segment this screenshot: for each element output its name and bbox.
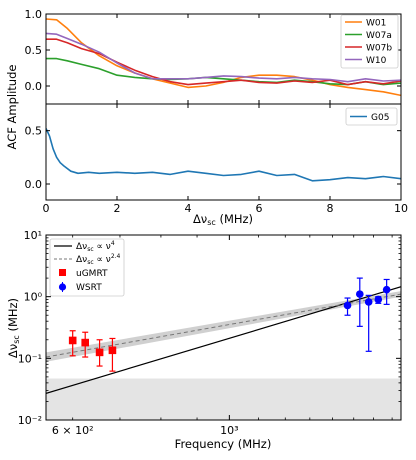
- bottom-x-axis: 6 × 10² 10³: [52, 235, 393, 437]
- fit-line-nu-4: [46, 286, 401, 394]
- bottom-panel: 10¹ 10⁰ 10⁻¹ 10⁻² 6 × 10² 10³ Δνsc ∝ ν4 Δνsc…: [18, 229, 402, 437]
- middle-panel-frame: [45, 103, 402, 201]
- middle-plot-area: [46, 128, 401, 182]
- legend-label-w10: W10: [366, 56, 387, 66]
- data-point-wsrt: [382, 285, 391, 294]
- series-line-w07b: [46, 38, 401, 86]
- legend-label-nu24: Δνsc ∝ ν2.4: [76, 253, 121, 266]
- y-tick-label: 0.0: [25, 178, 43, 191]
- top-plot-area: [46, 18, 401, 97]
- bottom-panel-frame: [45, 234, 402, 421]
- legend-label-nu4: Δνsc ∝ ν4: [76, 240, 115, 253]
- y-tick-label: 10⁰: [24, 291, 43, 304]
- data-point-wsrt: [355, 290, 364, 298]
- legend-label-w01: W01: [366, 19, 386, 29]
- legend-label-w07a: W07a: [366, 31, 392, 41]
- top-panel: 1.0 0.5 0.0 W01 W07a W07b W10: [25, 8, 402, 105]
- series-line-w01: [46, 18, 401, 97]
- x-tick-label: 10: [394, 202, 408, 215]
- data-point-wsrt: [364, 298, 373, 306]
- legend-ugmrt-marker: [59, 269, 66, 276]
- shaded-region: [46, 378, 401, 420]
- middle-panel: 0.5 0.0 0 2 4 6 8 10 G05: [25, 103, 408, 215]
- bottom-legend: Δνsc ∝ ν4 Δνsc ∝ ν2.4 uGMRT WSRT: [49, 238, 125, 297]
- data-point-ugmrt: [68, 336, 77, 345]
- legend-label-g05: G05: [371, 113, 389, 123]
- data-point-ugmrt: [95, 348, 104, 357]
- series-line-w07a: [46, 57, 401, 86]
- data-point-ugmrt: [108, 346, 117, 355]
- x-tick-label: 6 × 10²: [52, 424, 94, 437]
- middle-x-axis-label: Δνsc (MHz): [193, 212, 253, 227]
- series-line-g05: [46, 128, 401, 182]
- legend-label-ugmrt: uGMRT: [76, 269, 108, 279]
- bottom-y-axis-label: Δνsc (MHz): [6, 298, 21, 358]
- legend-label-wsrt: WSRT: [76, 283, 102, 293]
- middle-x-axis: 0 2 4 6 8 10: [43, 104, 408, 215]
- bottom-plot-area: [46, 277, 401, 420]
- top-legend: W01 W07a W07b W10: [340, 14, 399, 69]
- middle-y-axis: 0.5 0.0: [25, 125, 401, 191]
- top-y-axis: 1.0 0.5 0.0: [25, 8, 401, 93]
- y-tick-label: 0.5: [25, 44, 43, 57]
- y-tick-label: 10¹: [24, 229, 42, 242]
- data-point-wsrt: [343, 301, 352, 310]
- legend-label-w07b: W07b: [366, 44, 392, 54]
- top-x-ticks: [45, 14, 402, 104]
- x-tick-label: 2: [114, 202, 121, 215]
- fit-confidence-band: [46, 291, 401, 362]
- x-tick-label: 4: [185, 202, 192, 215]
- y-tick-label: 10⁻²: [18, 414, 42, 427]
- middle-legend: G05: [345, 107, 398, 126]
- x-tick-label: 8: [327, 202, 334, 215]
- y-tick-label: 0.5: [25, 125, 43, 138]
- data-point-wsrt: [374, 295, 383, 304]
- x-tick-label: 0: [43, 202, 50, 215]
- data-point-ugmrt: [81, 338, 90, 347]
- series-line-w10: [46, 32, 401, 83]
- y-tick-label: 10⁻¹: [18, 352, 42, 365]
- acf-y-axis-label: ACF Amplitude: [5, 65, 19, 150]
- bottom-y-axis: 10¹ 10⁰ 10⁻¹ 10⁻²: [18, 229, 401, 427]
- y-tick-label: 0.0: [25, 80, 43, 93]
- x-tick-label: 10³: [220, 424, 238, 437]
- x-tick-label: 6: [256, 202, 263, 215]
- y-tick-label: 1.0: [25, 8, 43, 21]
- bottom-x-axis-label: Frequency (MHz): [175, 437, 272, 451]
